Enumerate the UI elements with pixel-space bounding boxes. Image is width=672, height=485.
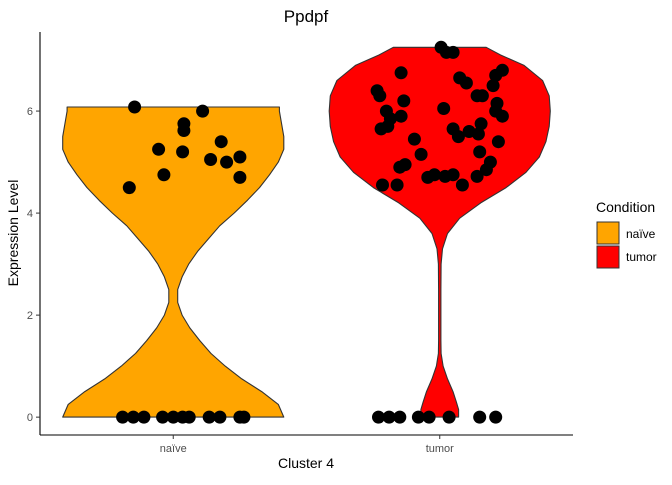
data-point (455, 178, 469, 192)
data-point (451, 130, 465, 144)
data-point (474, 117, 488, 131)
data-point (156, 410, 170, 424)
violin-tumor (328, 46, 551, 418)
data-point (462, 125, 476, 138)
x-tick-label: tumor (426, 443, 454, 455)
data-point (437, 102, 451, 115)
x-tick-label: naïve (160, 443, 187, 455)
chart-title: Ppdpf (284, 7, 329, 26)
data-point (177, 124, 191, 137)
data-point (126, 410, 140, 424)
data-point (214, 135, 228, 149)
data-point (411, 410, 425, 424)
data-point (137, 410, 151, 424)
data-point (489, 68, 503, 82)
legend-key-naive (596, 221, 620, 245)
y-tick-label: 0 (27, 412, 33, 424)
data-point (442, 410, 456, 424)
data-point (128, 100, 142, 114)
data-point (397, 94, 411, 108)
data-point (470, 169, 484, 183)
data-point (393, 160, 407, 174)
y-tick-label: 2 (27, 310, 33, 322)
data-point (495, 109, 509, 123)
y-tick-label: 4 (27, 208, 33, 220)
data-point (382, 410, 396, 424)
data-point (373, 89, 387, 103)
x-axis-label: Cluster 4 (278, 455, 334, 471)
legend-label-tumor: tumor (626, 250, 657, 264)
data-point (407, 132, 421, 146)
data-point (204, 153, 218, 166)
data-point (479, 163, 493, 177)
data-point (421, 170, 435, 184)
data-point (220, 155, 234, 169)
data-point (473, 410, 487, 424)
data-point (122, 181, 136, 195)
data-point (414, 147, 428, 161)
data-point (394, 109, 408, 123)
data-point (237, 410, 251, 424)
data-point (182, 410, 196, 424)
violin-naive (62, 106, 285, 418)
data-point (394, 66, 408, 80)
data-point (390, 178, 404, 192)
y-ticks: 0 2 4 6 (27, 106, 40, 424)
points-layer (116, 40, 509, 424)
data-point (202, 410, 216, 424)
data-point (233, 150, 247, 164)
data-point (446, 45, 460, 59)
data-point (372, 410, 385, 424)
x-ticks: naïve tumor (160, 435, 454, 455)
data-point (393, 410, 407, 424)
data-point (157, 168, 171, 182)
data-point (196, 104, 210, 118)
data-point (470, 89, 484, 103)
data-point (376, 178, 389, 192)
data-point (438, 169, 452, 183)
y-tick-label: 6 (27, 106, 33, 118)
data-point (233, 170, 247, 184)
data-point (152, 142, 166, 156)
data-point (176, 145, 190, 159)
legend: Condition naïve tumor (596, 199, 657, 269)
data-point (486, 79, 500, 93)
data-point (166, 410, 180, 424)
data-point (489, 410, 503, 424)
data-point (422, 410, 436, 424)
data-point (491, 135, 505, 149)
y-axis-label: Expression Level (5, 180, 21, 287)
data-point (213, 410, 227, 424)
data-point (473, 145, 487, 159)
legend-key-tumor (596, 245, 620, 269)
data-point (459, 76, 473, 90)
legend-label-naive: naïve (626, 227, 656, 241)
data-point (381, 119, 395, 133)
data-point (116, 410, 130, 424)
legend-title: Condition (596, 199, 655, 215)
